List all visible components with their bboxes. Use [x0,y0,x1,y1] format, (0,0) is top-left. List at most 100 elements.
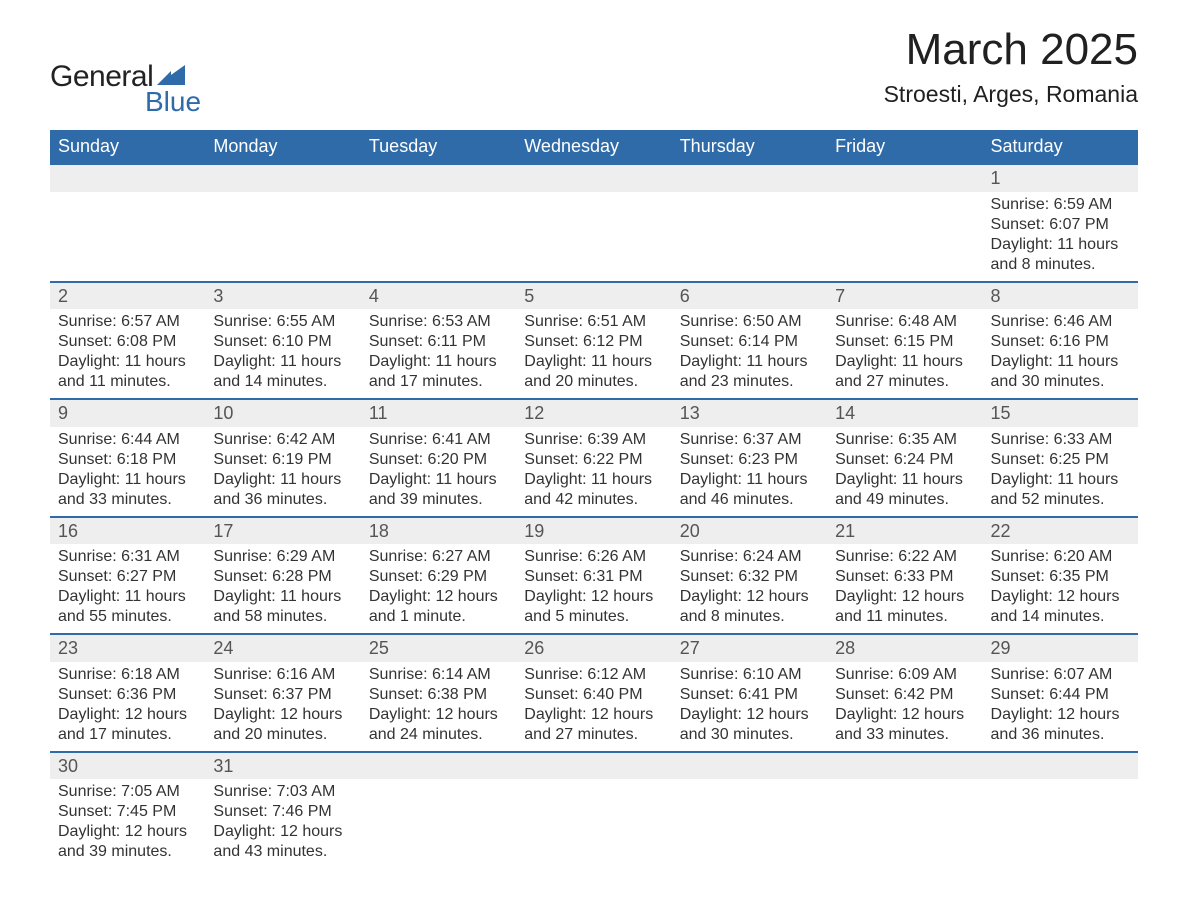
day-number: 4 [361,282,516,310]
day-detail: Sunrise: 6:59 AM Sunset: 6:07 PM Dayligh… [983,192,1138,282]
header: General Blue March 2025 Stroesti, Arges,… [50,25,1138,118]
day-detail: Sunrise: 6:12 AM Sunset: 6:40 PM Dayligh… [516,662,671,752]
day-detail [672,779,827,868]
weekday-header: Wednesday [516,130,671,164]
detail-row: Sunrise: 6:57 AM Sunset: 6:08 PM Dayligh… [50,309,1138,399]
day-number: 2 [50,282,205,310]
day-number: 30 [50,752,205,780]
day-number: 24 [205,634,360,662]
day-number [361,752,516,780]
day-detail: Sunrise: 6:46 AM Sunset: 6:16 PM Dayligh… [983,309,1138,399]
day-detail [516,779,671,868]
day-number [672,752,827,780]
day-detail: Sunrise: 6:24 AM Sunset: 6:32 PM Dayligh… [672,544,827,634]
day-detail [361,192,516,282]
detail-row: Sunrise: 6:31 AM Sunset: 6:27 PM Dayligh… [50,544,1138,634]
day-number: 17 [205,517,360,545]
day-number: 7 [827,282,982,310]
day-detail: Sunrise: 6:53 AM Sunset: 6:11 PM Dayligh… [361,309,516,399]
day-number: 11 [361,399,516,427]
day-number: 18 [361,517,516,545]
month-title: March 2025 [884,25,1138,75]
day-number: 23 [50,634,205,662]
day-detail: Sunrise: 6:07 AM Sunset: 6:44 PM Dayligh… [983,662,1138,752]
day-number: 26 [516,634,671,662]
title-block: March 2025 Stroesti, Arges, Romania [884,25,1138,108]
day-detail: Sunrise: 6:33 AM Sunset: 6:25 PM Dayligh… [983,427,1138,517]
day-detail: Sunrise: 6:10 AM Sunset: 6:41 PM Dayligh… [672,662,827,752]
day-number: 31 [205,752,360,780]
day-detail [983,779,1138,868]
day-number [827,752,982,780]
day-number: 29 [983,634,1138,662]
detail-row: Sunrise: 6:44 AM Sunset: 6:18 PM Dayligh… [50,427,1138,517]
day-detail [827,779,982,868]
day-detail: Sunrise: 6:31 AM Sunset: 6:27 PM Dayligh… [50,544,205,634]
day-number [50,164,205,192]
day-number: 22 [983,517,1138,545]
day-detail: Sunrise: 6:44 AM Sunset: 6:18 PM Dayligh… [50,427,205,517]
day-number: 5 [516,282,671,310]
day-number: 13 [672,399,827,427]
day-number [361,164,516,192]
day-detail: Sunrise: 6:29 AM Sunset: 6:28 PM Dayligh… [205,544,360,634]
day-number [516,164,671,192]
day-detail: Sunrise: 6:48 AM Sunset: 6:15 PM Dayligh… [827,309,982,399]
day-detail [50,192,205,282]
day-number: 21 [827,517,982,545]
day-detail: Sunrise: 6:26 AM Sunset: 6:31 PM Dayligh… [516,544,671,634]
day-detail: Sunrise: 7:05 AM Sunset: 7:45 PM Dayligh… [50,779,205,868]
weekday-header: Friday [827,130,982,164]
daynum-row: 23242526272829 [50,634,1138,662]
day-detail: Sunrise: 6:42 AM Sunset: 6:19 PM Dayligh… [205,427,360,517]
day-number: 20 [672,517,827,545]
weekday-header: Saturday [983,130,1138,164]
day-detail: Sunrise: 6:18 AM Sunset: 6:36 PM Dayligh… [50,662,205,752]
day-detail: Sunrise: 6:57 AM Sunset: 6:08 PM Dayligh… [50,309,205,399]
logo-word-blue: Blue [145,86,201,118]
day-detail: Sunrise: 6:35 AM Sunset: 6:24 PM Dayligh… [827,427,982,517]
day-number [983,752,1138,780]
logo: General Blue [50,60,201,118]
day-detail: Sunrise: 6:20 AM Sunset: 6:35 PM Dayligh… [983,544,1138,634]
day-detail [516,192,671,282]
day-number: 28 [827,634,982,662]
day-number [205,164,360,192]
detail-row: Sunrise: 6:18 AM Sunset: 6:36 PM Dayligh… [50,662,1138,752]
day-detail: Sunrise: 6:22 AM Sunset: 6:33 PM Dayligh… [827,544,982,634]
day-number: 12 [516,399,671,427]
daynum-row: 9101112131415 [50,399,1138,427]
day-detail: Sunrise: 6:39 AM Sunset: 6:22 PM Dayligh… [516,427,671,517]
day-number: 19 [516,517,671,545]
daynum-row: 1 [50,164,1138,192]
weekday-header-row: Sunday Monday Tuesday Wednesday Thursday… [50,130,1138,164]
calendar-table: Sunday Monday Tuesday Wednesday Thursday… [50,130,1138,868]
day-number: 9 [50,399,205,427]
day-detail: Sunrise: 6:37 AM Sunset: 6:23 PM Dayligh… [672,427,827,517]
day-number [672,164,827,192]
day-number: 15 [983,399,1138,427]
detail-row: Sunrise: 7:05 AM Sunset: 7:45 PM Dayligh… [50,779,1138,868]
logo-word-general: General [50,60,153,94]
day-detail [205,192,360,282]
day-detail: Sunrise: 6:50 AM Sunset: 6:14 PM Dayligh… [672,309,827,399]
day-detail: Sunrise: 6:41 AM Sunset: 6:20 PM Dayligh… [361,427,516,517]
day-detail: Sunrise: 6:27 AM Sunset: 6:29 PM Dayligh… [361,544,516,634]
daynum-row: 16171819202122 [50,517,1138,545]
day-detail [827,192,982,282]
day-number: 3 [205,282,360,310]
day-number: 10 [205,399,360,427]
day-detail: Sunrise: 6:16 AM Sunset: 6:37 PM Dayligh… [205,662,360,752]
weekday-header: Tuesday [361,130,516,164]
day-detail [672,192,827,282]
day-number: 25 [361,634,516,662]
day-number [516,752,671,780]
daynum-row: 2345678 [50,282,1138,310]
day-number: 1 [983,164,1138,192]
location: Stroesti, Arges, Romania [884,81,1138,108]
day-detail: Sunrise: 6:09 AM Sunset: 6:42 PM Dayligh… [827,662,982,752]
day-detail: Sunrise: 6:14 AM Sunset: 6:38 PM Dayligh… [361,662,516,752]
day-number: 8 [983,282,1138,310]
day-number: 16 [50,517,205,545]
day-detail: Sunrise: 6:55 AM Sunset: 6:10 PM Dayligh… [205,309,360,399]
